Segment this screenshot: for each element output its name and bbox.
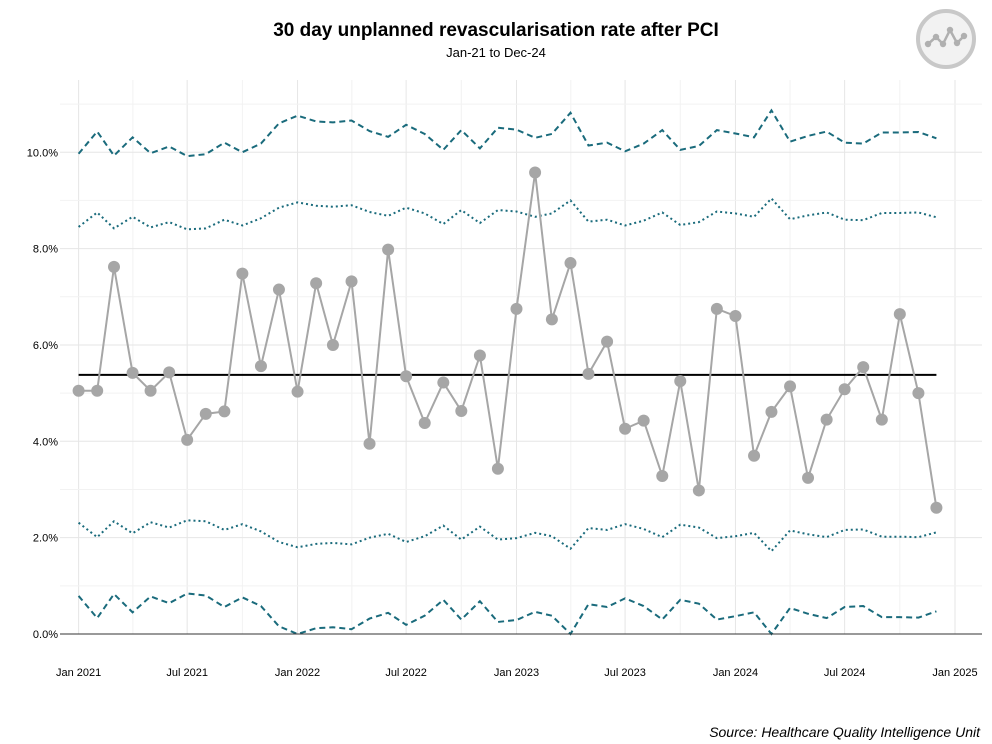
- data-point: [473, 349, 486, 362]
- x-tick-label: Jul 2023: [604, 667, 646, 679]
- data-point: [363, 437, 376, 450]
- x-tick-label: Jul 2021: [166, 667, 208, 679]
- data-point: [820, 413, 833, 426]
- data-point: [912, 387, 925, 400]
- y-tick-label: 0.0%: [33, 629, 58, 641]
- data-point: [656, 469, 669, 482]
- y-tick-label: 6.0%: [33, 340, 58, 352]
- data-point: [437, 376, 450, 389]
- data-point: [893, 308, 906, 321]
- data-point: [765, 405, 778, 418]
- gridlines: [60, 80, 982, 635]
- data-point: [181, 433, 194, 446]
- data-point: [710, 302, 723, 315]
- chart-title: 30 day unplanned revascularisation rate …: [273, 20, 719, 41]
- x-tick-label: Jul 2024: [824, 667, 866, 679]
- data-point: [564, 257, 577, 270]
- x-tick-label: Jan 2021: [56, 667, 101, 679]
- lower-3sd-limit-line: [77, 592, 937, 636]
- data-point: [692, 484, 705, 497]
- data-point: [382, 243, 395, 256]
- data-point: [310, 277, 323, 290]
- x-tick-label: Jul 2022: [385, 667, 427, 679]
- run-chart-logo-icon: [916, 9, 976, 69]
- data-point: [236, 267, 249, 280]
- axes: 0.0% 2.0% 4.0% 6.0% 8.0% 10.0% Jan 2021 Jul 202…: [27, 147, 982, 679]
- data-point: [418, 416, 431, 429]
- data-point: [857, 361, 870, 374]
- lower-2sd-limit-line: [77, 519, 937, 553]
- data-point: [345, 275, 358, 288]
- x-tick-label: Jan 2025: [932, 667, 977, 679]
- data-line: [78, 172, 938, 508]
- data-point: [254, 360, 267, 373]
- data-point: [72, 384, 85, 397]
- source-note: Source: Healthcare Quality Intelligence …: [709, 724, 980, 740]
- data-point: [637, 414, 650, 427]
- data-point: [838, 383, 851, 396]
- data-point: [91, 384, 104, 397]
- upper-2sd-limit-line: [77, 197, 937, 231]
- data-point: [875, 413, 888, 426]
- y-tick-label: 2.0%: [33, 533, 58, 545]
- data-point: [545, 313, 558, 326]
- data-point: [272, 283, 285, 296]
- data-point: [218, 405, 231, 418]
- data-point: [455, 404, 468, 417]
- y-tick-label: 10.0%: [27, 147, 58, 159]
- data-point: [199, 407, 212, 420]
- data-point: [802, 471, 815, 484]
- control-limit-lines: [77, 108, 937, 636]
- data-point: [510, 302, 523, 315]
- y-tick-label: 8.0%: [33, 244, 58, 256]
- upper-3sd-limit-line: [77, 108, 937, 158]
- data-point: [582, 367, 595, 380]
- data-point: [729, 310, 742, 323]
- data-point: [784, 380, 797, 393]
- data-point: [529, 166, 542, 179]
- data-point: [674, 375, 687, 388]
- data-point: [400, 370, 413, 383]
- x-tick-label: Jan 2024: [713, 667, 758, 679]
- data-point: [107, 260, 120, 273]
- data-point: [144, 384, 157, 397]
- y-tick-label: 4.0%: [33, 436, 58, 448]
- x-tick-label: Jan 2022: [275, 667, 320, 679]
- data-point: [930, 501, 943, 514]
- chart-subtitle: Jan-21 to Dec-24: [446, 45, 546, 60]
- data-point: [163, 366, 176, 379]
- data-point: [326, 338, 339, 351]
- data-point: [291, 385, 304, 398]
- data-point: [748, 449, 761, 462]
- x-tick-label: Jan 2023: [494, 667, 539, 679]
- data-point: [619, 422, 632, 435]
- data-series: [72, 166, 943, 514]
- data-point: [491, 462, 504, 475]
- data-point: [126, 366, 139, 379]
- data-point: [601, 335, 614, 348]
